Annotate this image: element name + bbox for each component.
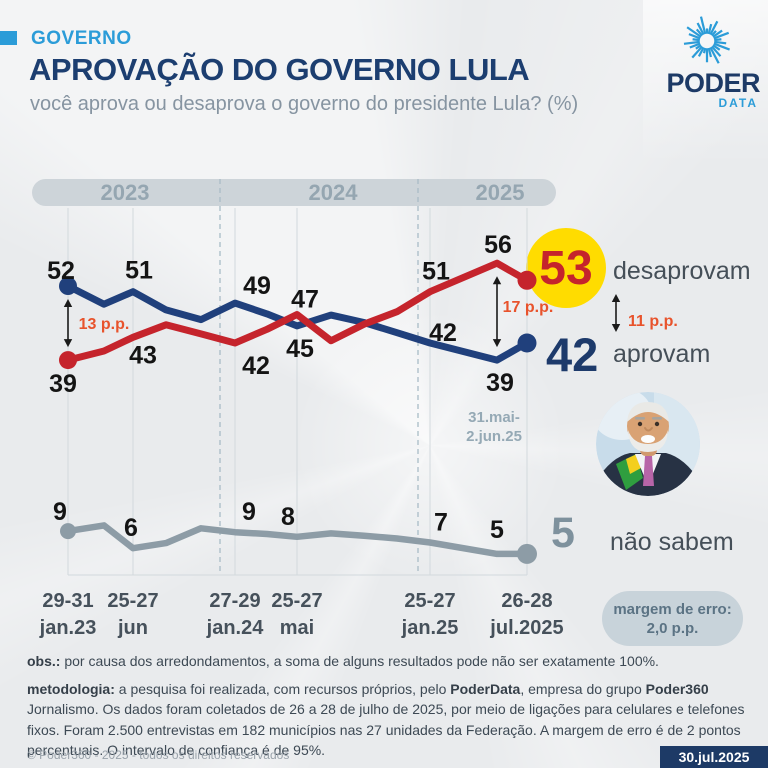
poderdata-sunburst-icon (683, 16, 730, 64)
publication-date-badge: 30.jul.2025 (660, 746, 768, 768)
desaprovam-highlight-circle: 53 (526, 228, 606, 308)
section-kicker: GOVERNO (31, 28, 132, 49)
aprovam-final-value: 42 (546, 328, 599, 381)
margin-of-error-pill: margem de erro: 2,0 p.p. (602, 591, 743, 646)
margin-of-error-line2: 2,0 p.p. (646, 619, 699, 637)
nao-sabem-label: não sabem (610, 528, 734, 556)
desaprovam-label: desaprovam (613, 257, 751, 285)
logo-word: PODER (666, 68, 760, 98)
chart-subtitle: você aprova ou desaprova o governo do pr… (30, 93, 579, 115)
poderdata-logo: PODER DATA (648, 12, 761, 110)
background-corner-light (643, 0, 768, 165)
logo-sub-word: DATA (718, 96, 758, 110)
methodology-note: metodologia: a pesquisa foi realizada, c… (27, 680, 745, 759)
lula-portrait-illustration (596, 392, 700, 496)
kicker-accent-square (0, 31, 17, 45)
footnotes: obs.: por causa dos arredondamentos, a s… (27, 651, 763, 761)
page-title: APROVAÇÃO DO GOVERNO LULA (29, 52, 530, 87)
obs-note: obs.: por causa dos arredondamentos, a s… (27, 653, 659, 669)
desaprovam-final-value: 53 (539, 241, 593, 295)
lula-photo (596, 392, 700, 496)
nao-sabem-final-value: 5 (551, 509, 575, 557)
aprovam-label: aprovam (613, 340, 711, 368)
copyright: © Poder360 - 2025 - todos os direitos re… (27, 748, 290, 762)
margin-of-error-line1: margem de erro: (613, 600, 732, 618)
